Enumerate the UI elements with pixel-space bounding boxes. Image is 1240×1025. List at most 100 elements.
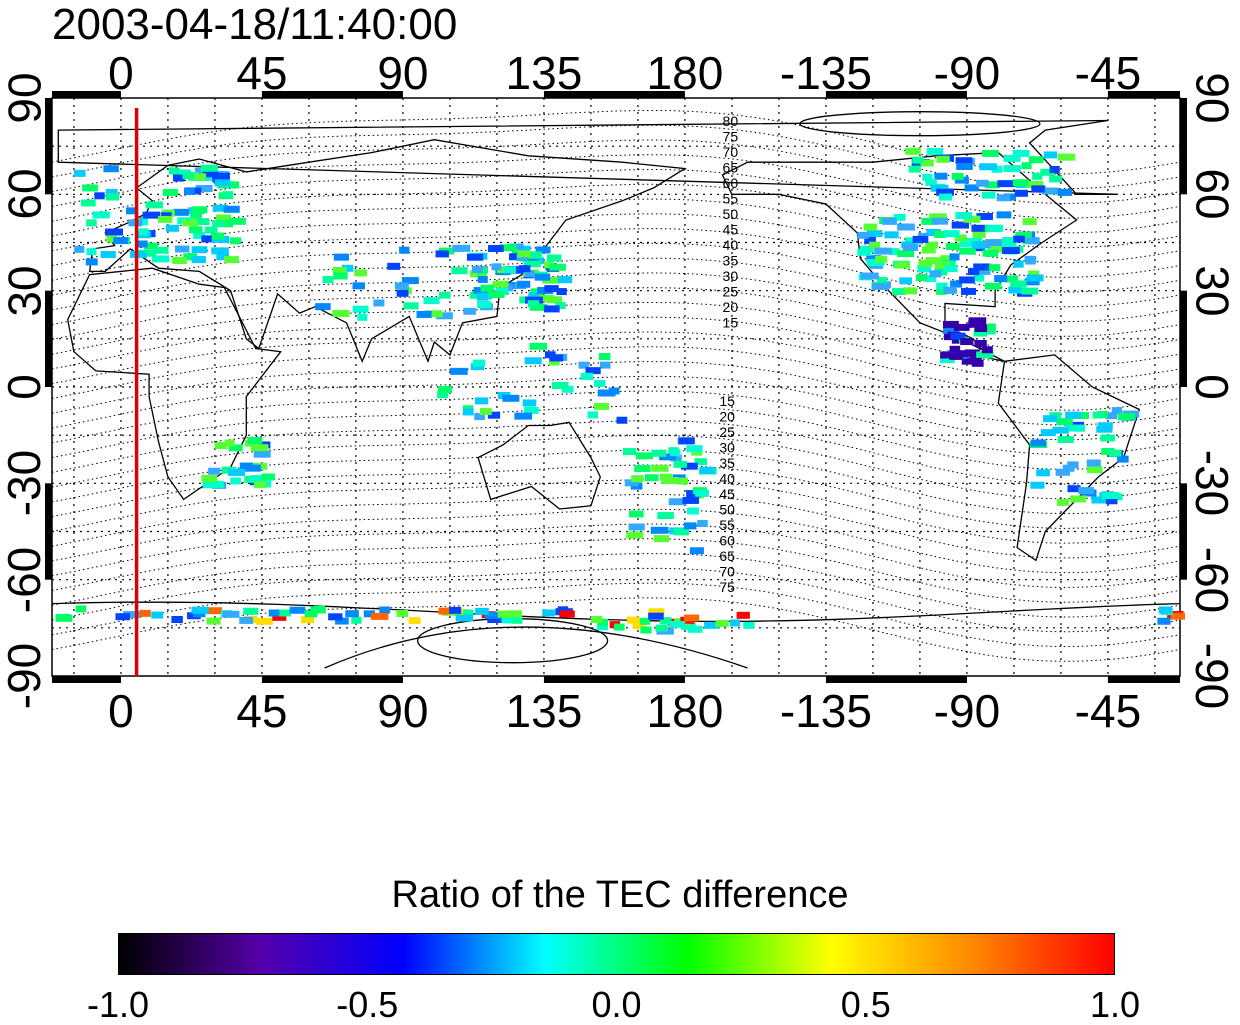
tec-ratio-patch <box>523 260 541 268</box>
tec-ratio-patch <box>929 213 947 221</box>
tec-ratio-patch <box>944 265 958 273</box>
tec-ratio-patch <box>516 280 531 288</box>
tec-ratio-patch <box>921 246 936 254</box>
tec-ratio-patch <box>373 299 385 307</box>
magnetic-contour <box>51 331 1181 396</box>
tec-ratio-patch <box>162 189 178 197</box>
tec-ratio-patch <box>193 232 206 240</box>
tec-ratio-patch <box>212 204 228 212</box>
tec-ratio-patch <box>973 263 990 271</box>
tec-ratio-patch <box>215 214 232 222</box>
tec-ratio-patch <box>971 241 986 249</box>
tec-ratio-patch <box>940 351 951 359</box>
tec-ratio-patch <box>86 219 97 227</box>
tec-ratio-patch <box>1069 495 1087 503</box>
tec-ratio-patch <box>157 215 173 223</box>
tec-ratio-patch <box>1041 187 1059 195</box>
tec-ratio-patch <box>370 612 389 620</box>
longitude-tick-label: 0 <box>108 47 134 99</box>
tec-ratio-patch <box>929 270 942 278</box>
tec-ratio-patch <box>463 408 474 416</box>
tec-ratio-patch <box>1158 606 1172 614</box>
tec-ratio-patch <box>668 620 686 628</box>
tec-ratio-patch <box>736 611 750 619</box>
tec-ratio-patch <box>214 442 228 450</box>
magnetic-contour <box>51 508 1181 574</box>
tec-ratio-patch <box>502 284 514 292</box>
tec-ratio-patch <box>871 282 890 290</box>
tec-ratio-patch <box>463 609 474 617</box>
colorbar-tick-label: -1.0 <box>86 984 150 1025</box>
tec-ratio-patch <box>926 147 944 155</box>
tec-ratio-patch <box>934 230 947 238</box>
tec-ratio-patch <box>85 258 98 266</box>
contour-label: 45 <box>719 486 735 502</box>
tec-ratio-patch <box>517 250 531 258</box>
tec-ratio-patch <box>1118 413 1135 421</box>
tec-ratio-patch <box>1024 278 1040 286</box>
tec-ratio-patch <box>105 228 124 236</box>
tec-ratio-patch <box>673 460 687 468</box>
tec-ratio-patch <box>551 382 569 390</box>
tec-ratio-patch <box>224 439 235 447</box>
tec-ratio-patch <box>488 290 505 298</box>
tec-ratio-patch <box>175 245 190 253</box>
longitude-tick-label: 180 <box>646 47 724 99</box>
tec-ratio-patch <box>626 531 644 539</box>
tec-ratio-patch <box>191 246 208 254</box>
tec-ratio-patch <box>976 212 993 220</box>
tec-ratio-patch <box>958 350 970 358</box>
tec-ratio-patch <box>651 449 667 457</box>
tec-ratio-patch <box>580 372 594 380</box>
tec-ratio-patch <box>1015 231 1032 239</box>
longitude-tick-label: 90 <box>377 685 429 737</box>
magnetic-contour <box>51 198 1181 264</box>
tec-ratio-patch <box>683 614 700 622</box>
axis-bar-segment <box>45 483 52 580</box>
magnetic-contour <box>51 154 1181 219</box>
tec-ratio-patch <box>450 367 468 375</box>
tec-ratio-patch <box>593 402 609 410</box>
tec-ratio-patch <box>528 292 540 300</box>
tec-ratio-patch <box>1021 162 1032 170</box>
tec-ratio-patch <box>1030 439 1046 447</box>
contour-label: 35 <box>719 455 735 471</box>
tec-ratio-patch <box>866 255 882 263</box>
longitude-tick-label: 45 <box>236 47 288 99</box>
longitude-tick-label: -90 <box>933 685 1001 737</box>
tec-ratio-patch <box>387 262 401 270</box>
magnetic-contour <box>51 567 1181 633</box>
tec-ratio-patch <box>954 176 969 184</box>
tec-ratio-patch <box>613 623 625 631</box>
tec-ratio-patch <box>561 385 574 393</box>
tec-ratio-patch <box>869 241 881 249</box>
tec-ratio-patch <box>224 256 239 264</box>
tec-ratio-patch <box>448 606 462 614</box>
axis-bar-segment <box>52 91 121 98</box>
tec-ratio-patch <box>497 610 513 618</box>
tec-ratio-patch <box>1012 149 1030 157</box>
tec-ratio-patch <box>480 284 494 292</box>
tec-ratio-patch <box>92 211 110 219</box>
contour-label: 15 <box>719 393 735 409</box>
tec-ratio-patch <box>438 385 453 393</box>
tec-ratio-patch <box>216 253 230 261</box>
tec-ratio-patch <box>670 449 681 457</box>
axis-bar-segment <box>45 290 52 387</box>
tec-ratio-patch <box>183 253 198 261</box>
tec-ratio-patch <box>971 357 982 365</box>
tec-ratio-patch <box>74 245 85 253</box>
tec-ratio-patch <box>976 179 989 187</box>
magnetic-contour <box>51 464 1181 529</box>
tec-ratio-patch <box>889 248 900 256</box>
tec-ratio-patch <box>961 287 977 295</box>
tec-ratio-patch <box>357 313 368 321</box>
tec-ratio-patch <box>949 253 960 261</box>
tec-ratio-patch <box>535 246 551 254</box>
contour-label: 60 <box>723 175 739 191</box>
tec-ratio-patch <box>973 329 988 337</box>
tec-ratio-patch <box>1049 175 1063 183</box>
tec-ratio-patch <box>1086 459 1101 467</box>
tec-ratio-patch <box>472 359 486 367</box>
latitude-tick-label: -90 <box>1186 642 1239 710</box>
